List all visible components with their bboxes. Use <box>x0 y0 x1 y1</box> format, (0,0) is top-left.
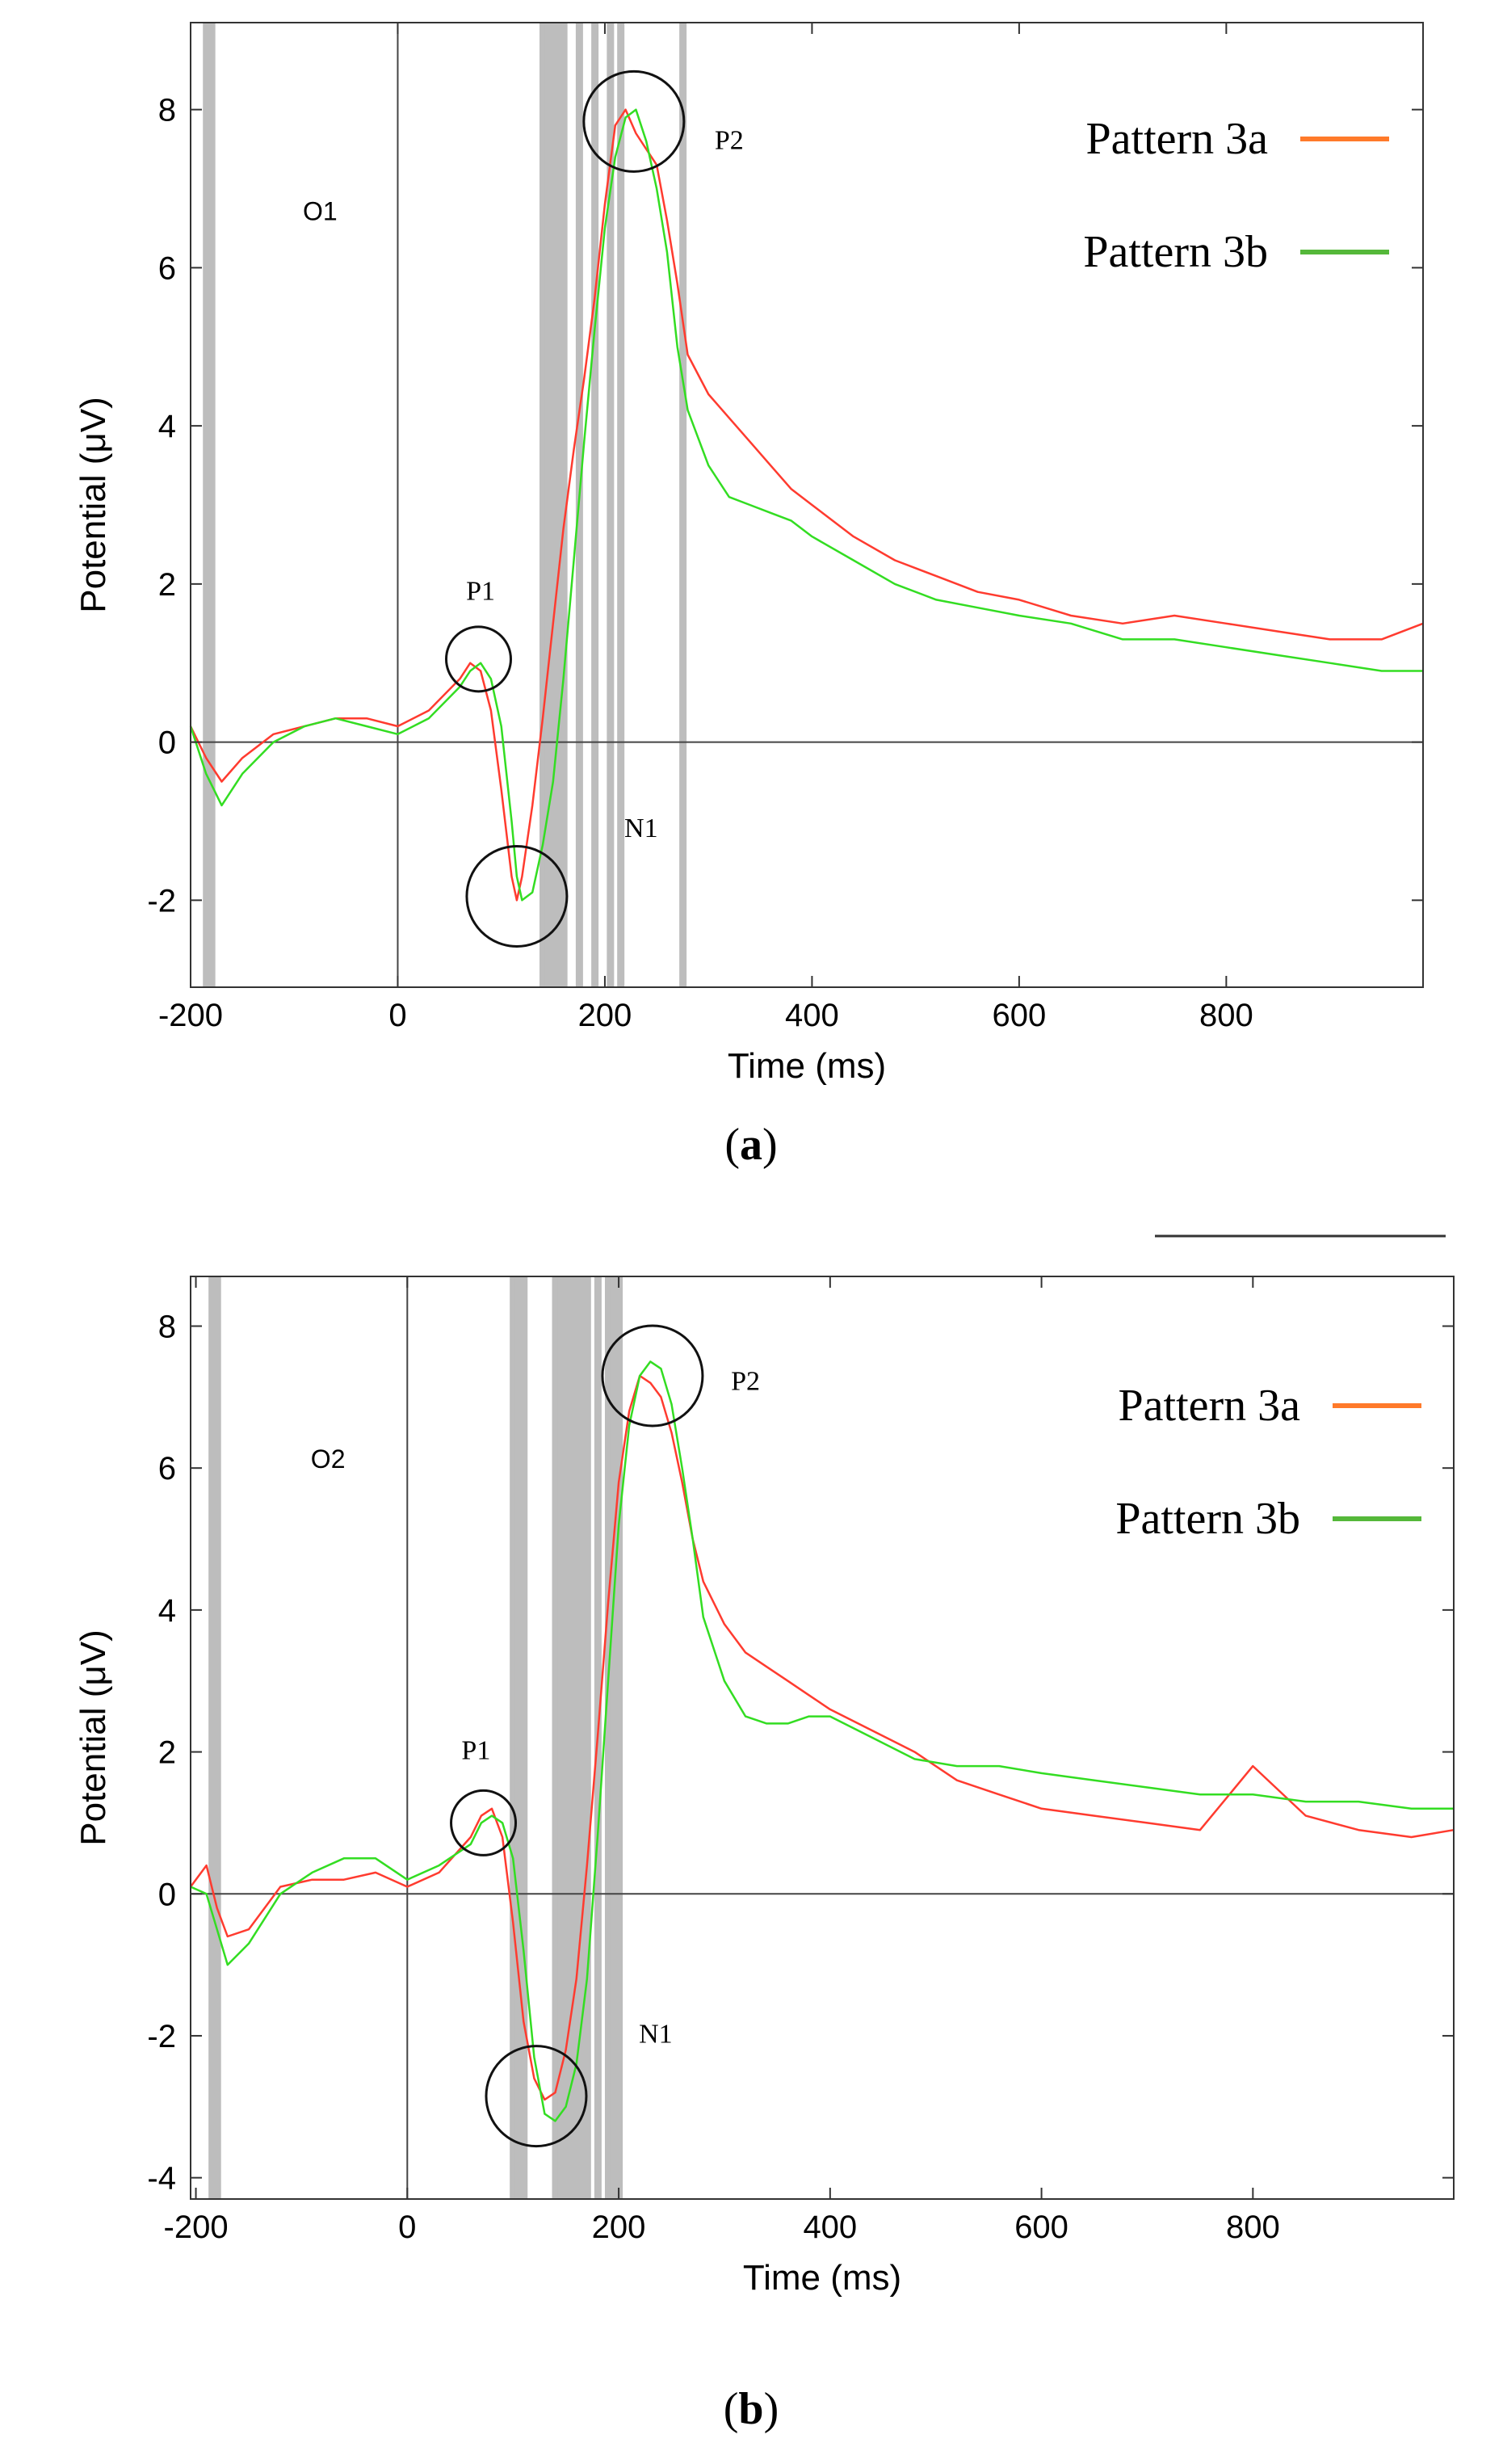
peak-marker-circle <box>485 2045 588 2148</box>
x-axis-title: Time (ms) <box>728 1046 886 1086</box>
significance-band <box>583 1276 591 2199</box>
plot-frame <box>190 22 1424 988</box>
significance-band <box>544 23 552 987</box>
component-label-p1: P1 <box>461 1735 490 1765</box>
series-line-pattern-3b <box>189 108 1423 902</box>
legend-label-pattern-3b: Pattern 3b <box>1083 227 1268 277</box>
significance-band <box>520 1276 528 2199</box>
significance-band <box>610 1276 618 2199</box>
significance-band <box>549 23 557 987</box>
significance-band <box>208 23 216 987</box>
y-tick-label: 8 <box>158 1309 176 1344</box>
peak-marker-circle <box>601 1324 704 1428</box>
y-tick-label: 0 <box>158 1877 176 1912</box>
significance-band <box>617 23 625 987</box>
significance-band <box>510 1276 518 2199</box>
y-tick-label: 2 <box>158 567 176 603</box>
y-tick-label: 8 <box>158 93 176 128</box>
series-line-pattern-3b <box>190 1360 1454 2122</box>
legend-label-pattern-3a: Pattern 3a <box>1086 114 1269 164</box>
y-axis-title: Potential (μV) <box>73 397 113 612</box>
x-tick-label: -200 <box>164 2210 229 2245</box>
peak-marker-circle <box>444 625 512 693</box>
component-label-p2: P2 <box>731 1367 760 1397</box>
series-line-pattern-3a <box>189 108 1424 902</box>
y-axis-title: Potential (μV) <box>73 1629 113 1845</box>
legend-label-pattern-3a: Pattern 3a <box>1119 1381 1301 1431</box>
x-tick-label: 0 <box>388 998 406 1033</box>
x-tick-label: 400 <box>785 998 839 1033</box>
peak-marker-circle <box>450 1789 518 1856</box>
y-tick-label: 4 <box>158 1593 176 1629</box>
x-tick-label: -200 <box>158 998 223 1033</box>
significance-band <box>591 23 599 987</box>
significance-band <box>208 1276 216 2199</box>
significance-band <box>573 1276 581 2199</box>
x-tick-label: 600 <box>993 998 1047 1033</box>
peak-marker-circle <box>582 69 686 173</box>
y-tick-label: -2 <box>147 883 176 919</box>
x-tick-label: 600 <box>1014 2210 1068 2245</box>
significance-band <box>203 23 211 987</box>
y-tick-label: -4 <box>147 2161 176 2197</box>
x-tick-label: 400 <box>803 2210 857 2245</box>
significance-band <box>514 1276 523 2199</box>
erp-chart-a: -200 0 200 400 600 800 -2 0 2 4 6 8 Time (ms) Potenti… <box>73 22 1424 1170</box>
significance-band <box>557 1276 565 2199</box>
panel-letter: b <box>738 2384 763 2434</box>
significance-band <box>607 23 615 987</box>
y-tick-label: 0 <box>158 725 176 761</box>
significance-band <box>560 23 568 987</box>
y-tick-label: 6 <box>158 1451 176 1486</box>
significance-band <box>552 1276 560 2199</box>
plot-frame <box>190 1276 1455 2200</box>
component-label-p1: P1 <box>466 576 495 606</box>
significance-band <box>213 1276 221 2199</box>
significance-band <box>615 1276 623 2199</box>
significance-band <box>679 23 687 987</box>
electrode-label: O2 <box>311 1444 346 1474</box>
significance-band <box>604 1276 612 2199</box>
component-label-p2: P2 <box>715 126 744 156</box>
electrode-label: O1 <box>303 197 338 226</box>
component-label-n1: N1 <box>639 2020 673 2050</box>
significance-band <box>578 1276 586 2199</box>
figure-panel-a: -200 0 200 400 600 800 -2 0 2 4 6 8 Time (ms) Potenti… <box>0 0 1503 1212</box>
significance-band <box>568 1276 576 2199</box>
x-tick-label: 0 <box>398 2210 416 2245</box>
panel-caption: (a) <box>724 1120 777 1170</box>
panel-letter: a <box>740 1120 762 1170</box>
x-tick-label: 200 <box>578 998 632 1033</box>
series-line-pattern-3a <box>189 1374 1455 2101</box>
y-tick-label: 4 <box>158 409 176 444</box>
figure-panel-b: -200 0 200 400 600 800 -4 -2 0 2 4 6 8 Time (ms) Poten… <box>0 1212 1503 2464</box>
component-label-n1: N1 <box>624 814 658 843</box>
peak-marker-circle <box>465 844 569 948</box>
x-tick-label: 800 <box>1199 998 1253 1033</box>
y-tick-label: -2 <box>147 2019 176 2054</box>
panel-caption: (b) <box>724 2384 779 2434</box>
y-tick-label: 6 <box>158 250 176 286</box>
x-axis-title: Time (ms) <box>743 2258 901 2298</box>
significance-band <box>539 23 547 987</box>
erp-chart-b: -200 0 200 400 600 800 -4 -2 0 2 4 6 8 Time (ms) Poten… <box>73 1234 1455 2434</box>
x-tick-label: 800 <box>1226 2210 1280 2245</box>
significance-band <box>555 23 563 987</box>
legend-label-pattern-3b: Pattern 3b <box>1115 1494 1300 1544</box>
significance-band <box>562 1276 570 2199</box>
y-tick-label: 2 <box>158 1735 176 1771</box>
x-tick-label: 200 <box>592 2210 646 2245</box>
